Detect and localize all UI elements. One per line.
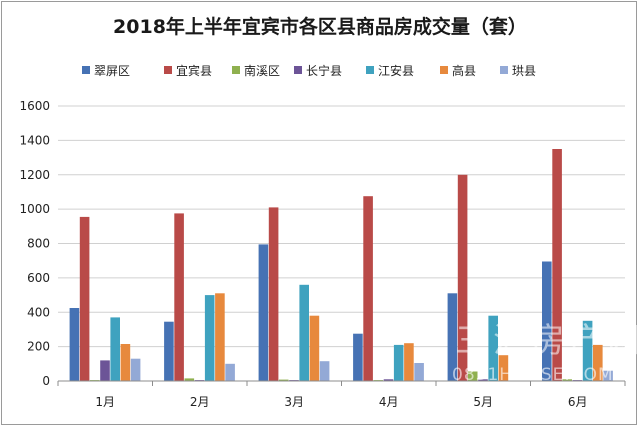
- x-tick-label: 6月: [568, 395, 588, 409]
- legend-swatch: [82, 66, 90, 74]
- legend-entry: 江安县: [378, 63, 414, 78]
- bar: [414, 363, 424, 381]
- bar: [309, 315, 320, 381]
- legend-entry: 宜宾县: [176, 63, 212, 78]
- y-tick-label: 1400: [19, 133, 50, 147]
- watermark-main: 三汇房产网: [455, 321, 640, 361]
- bar: [404, 343, 414, 381]
- bar: [353, 333, 363, 381]
- watermark-sub: 0831HOUSE.COM: [452, 365, 614, 385]
- bar: [488, 315, 498, 381]
- y-axis: 0 200 400 600 800 1000 1200 1400 1600: [19, 99, 50, 388]
- bar: [467, 371, 478, 381]
- bar: [319, 361, 330, 381]
- y-tick-label: 0: [42, 374, 50, 388]
- legend-entry: 翠屏区: [94, 64, 130, 78]
- gridlines: [58, 105, 625, 348]
- x-tick-label: 4月: [379, 395, 399, 409]
- bar: [184, 378, 195, 381]
- legend-entry: 高县: [452, 63, 476, 78]
- legend-entry: 南溪区: [244, 63, 280, 78]
- legend-swatch: [294, 66, 302, 74]
- legend-swatch: [164, 66, 172, 74]
- bar: [268, 207, 279, 381]
- bar: [164, 321, 174, 381]
- y-tick-label: 200: [27, 340, 50, 354]
- bar: [258, 244, 269, 381]
- bar: [393, 344, 404, 381]
- x-tick-label: 5月: [473, 395, 493, 409]
- y-tick-label: 400: [27, 305, 50, 319]
- y-tick-label: 1000: [19, 202, 50, 216]
- y-tick-label: 1600: [19, 99, 50, 113]
- bar: [542, 261, 552, 381]
- bar: [552, 149, 562, 381]
- bar: [562, 379, 572, 381]
- bar: [120, 344, 131, 381]
- bar: [130, 358, 141, 381]
- bar: [215, 293, 225, 381]
- bar: [498, 355, 509, 381]
- bars: [69, 149, 613, 382]
- y-tick-label: 800: [27, 237, 50, 251]
- bar: [582, 320, 593, 381]
- bar: [478, 379, 488, 381]
- bar: [69, 308, 80, 381]
- x-tick-label: 3月: [284, 395, 304, 409]
- bar: [383, 379, 394, 381]
- legend: 翠屏区 宜宾县 南溪区 长宁县 江安县 高县 珙县: [82, 63, 536, 78]
- bar: [299, 284, 309, 382]
- bar: [225, 363, 235, 381]
- x-tick-label: 1月: [95, 395, 115, 409]
- bar: [457, 174, 468, 382]
- legend-swatch: [440, 66, 448, 74]
- legend-swatch: [500, 66, 508, 74]
- bar: [278, 379, 289, 381]
- legend-swatch: [366, 66, 374, 74]
- watermark: 三汇房产网 0831HOUSE.COM: [452, 321, 640, 385]
- bar: [204, 295, 215, 381]
- bar: [174, 213, 184, 381]
- legend-entry: 珙县: [512, 64, 536, 78]
- bar: [79, 216, 90, 381]
- bar: [447, 293, 458, 381]
- x-axis: 1月 2月 3月 4月 5月 6月: [57, 380, 626, 409]
- legend-entry: 长宁县: [306, 63, 342, 78]
- legend-swatch: [232, 66, 240, 74]
- bar: [110, 317, 120, 381]
- bar: [593, 344, 603, 381]
- bar: [100, 360, 110, 381]
- chart-title: 2018年上半年宜宾市各区县商品房成交量（套）: [113, 15, 527, 38]
- bar: [363, 196, 373, 381]
- y-tick-label: 1200: [19, 168, 50, 182]
- y-tick-label: 600: [27, 271, 50, 285]
- bar: [603, 370, 613, 381]
- x-tick-label: 2月: [190, 395, 210, 409]
